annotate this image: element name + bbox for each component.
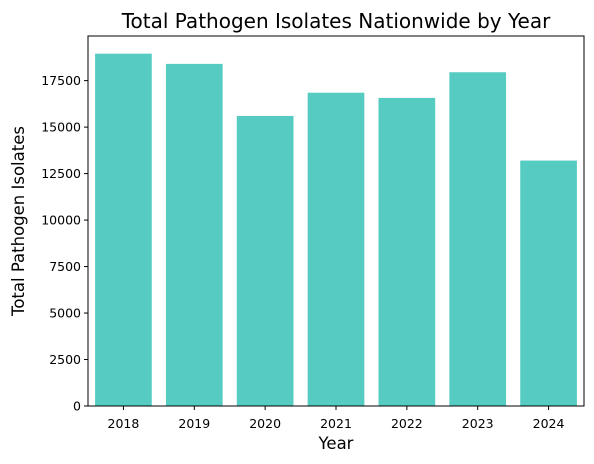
y-axis-ticks: 0 2500 5000 7500 10000 12500 15000 17500 (41, 73, 88, 414)
y-axis-label: Total Pathogen Isolates (9, 126, 28, 317)
y-tick-label: 10000 (41, 213, 81, 228)
x-tick-label: 2024 (533, 416, 565, 431)
bar-2023 (449, 72, 507, 406)
y-tick-label: 2500 (49, 352, 81, 367)
y-tick-label: 17500 (41, 73, 81, 88)
x-tick-label: 2022 (391, 416, 423, 431)
y-tick-label: 0 (73, 399, 81, 414)
bar-2022 (378, 97, 436, 406)
chart-title: Total Pathogen Isolates Nationwide by Ye… (121, 9, 551, 33)
plot-frame (87, 35, 585, 407)
bar-2019 (165, 63, 223, 407)
y-tick-label: 15000 (41, 120, 81, 135)
x-tick-label: 2019 (178, 416, 210, 431)
bar-2024 (520, 160, 577, 406)
x-axis-ticks: 2018 2019 2020 2021 2022 2023 2024 (108, 406, 565, 431)
y-tick-label: 12500 (41, 166, 81, 181)
bars-group (95, 53, 577, 407)
bar-2018 (95, 53, 152, 406)
x-tick-label: 2020 (249, 416, 281, 431)
x-tick-label: 2021 (320, 416, 352, 431)
y-tick-label: 5000 (49, 306, 81, 321)
bar-2020 (236, 115, 294, 407)
x-axis-label: Year (318, 434, 354, 453)
bar-2021 (307, 92, 365, 406)
x-tick-label: 2018 (108, 416, 140, 431)
y-tick-label: 7500 (49, 259, 81, 274)
x-tick-label: 2023 (462, 416, 494, 431)
